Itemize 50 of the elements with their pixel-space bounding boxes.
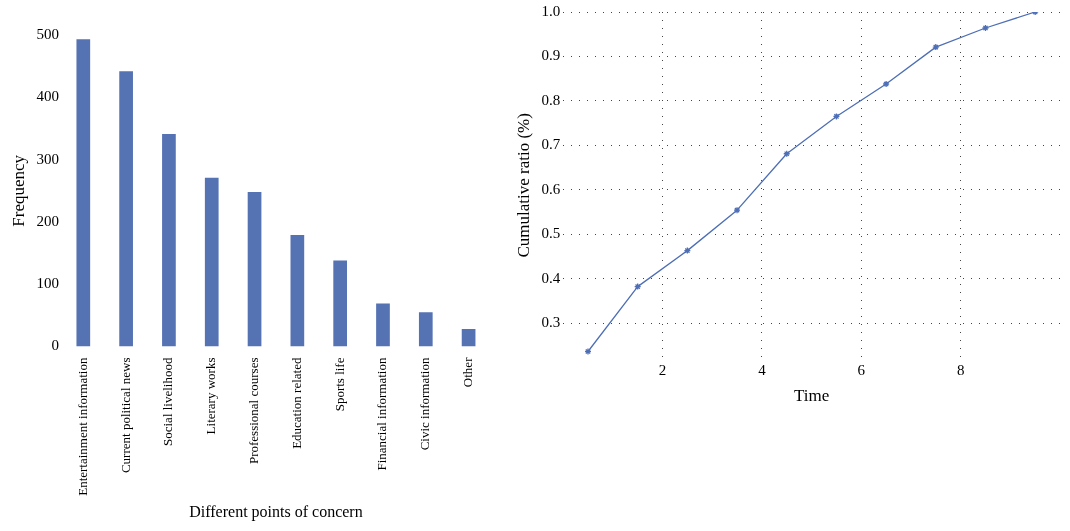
y-tick-label: 400 [36,88,59,105]
point [683,246,692,255]
bar [247,192,262,347]
bar [418,312,433,347]
point [733,206,741,214]
point [832,112,841,121]
point [981,24,990,32]
y-tick-label: 1.0 [541,2,561,19]
point [783,150,791,158]
point [882,80,890,88]
x-tick-label: Civic information [417,357,433,451]
x-axis-title: Time [793,386,830,406]
x-tick-label: 2 [658,361,667,378]
y-tick-label: 0 [51,337,59,354]
point [932,43,940,51]
y-axis-title: Frequency [8,154,28,227]
bar [119,71,133,347]
x-axis-title: Different points of concern [189,502,363,521]
y-tick-label: 0.4 [541,269,561,286]
y-tick-label: 0.3 [541,313,561,330]
bar [461,329,476,347]
bar [333,260,348,347]
bar [162,134,176,347]
bar [76,39,91,347]
y-tick-label: 0.6 [541,180,561,197]
x-tick-label: Financial information [374,357,390,471]
x-tick-label: Current political news [117,357,133,474]
x-tick-label: Professional courses [245,357,261,465]
y-tick-label: 100 [36,275,59,292]
bar [204,177,219,347]
y-tick-label: 200 [36,212,59,229]
x-tick-label: Social livelihood [160,357,176,446]
y-axis-title: Cumulative ratio (%) [513,113,533,258]
x-tick-label: 6 [857,361,866,378]
x-tick-label: Education related [288,357,304,449]
x-tick-label: Entertainment information [74,357,90,496]
y-tick-label: 300 [36,150,59,167]
bar [290,235,305,347]
point [634,282,642,291]
y-tick-label: 0.8 [541,91,561,108]
y-tick-label: 0.5 [541,225,561,242]
x-tick-label: Sports life [331,357,347,412]
x-tick-label: Literary works [203,357,219,435]
x-tick-label: 4 [758,361,767,378]
bar [376,303,390,347]
x-tick-label: 8 [956,361,965,378]
x-tick-label: Other [460,356,476,388]
y-tick-label: 500 [36,25,59,42]
y-tick-label: 0.7 [541,136,561,153]
y-tick-label: 0.9 [541,47,561,64]
